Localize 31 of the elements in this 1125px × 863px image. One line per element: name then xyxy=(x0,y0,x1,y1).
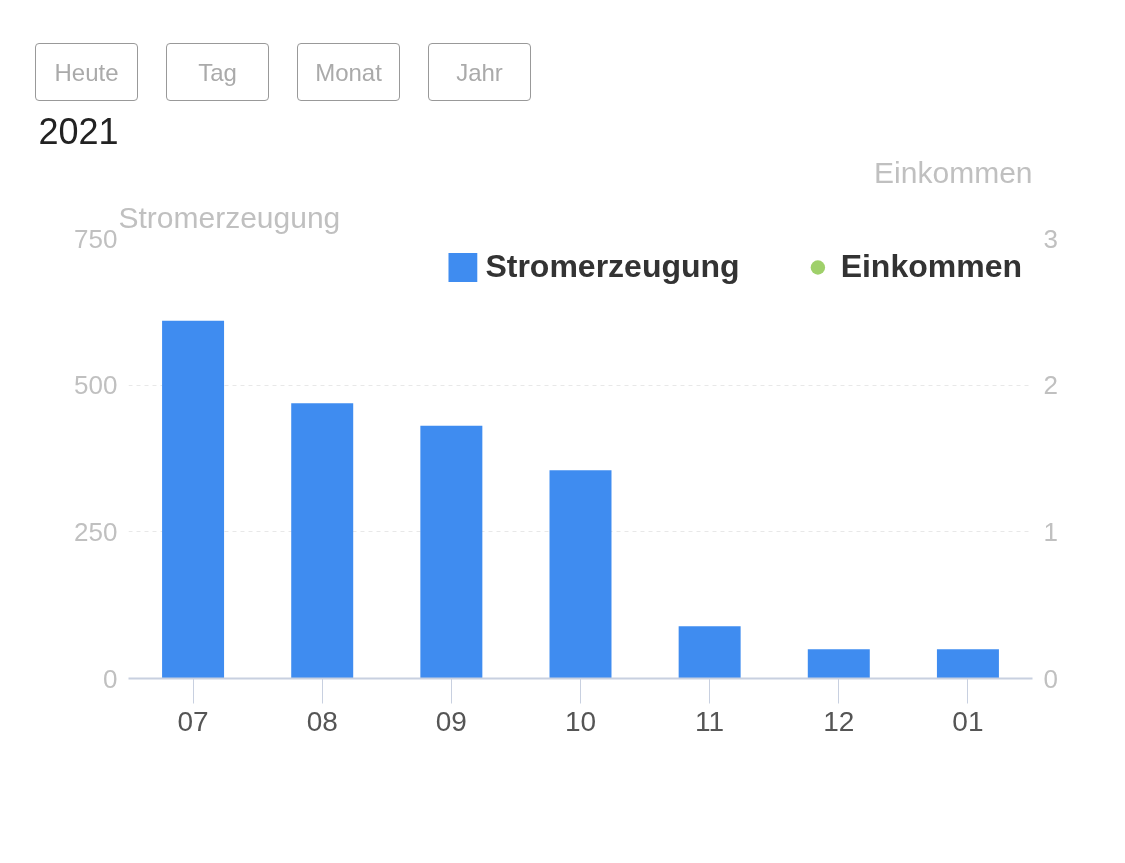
y-tick-label: 0 xyxy=(103,663,118,694)
legend-label: Einkommen xyxy=(840,248,1022,285)
x-tick-label: 08 xyxy=(306,705,338,737)
bar xyxy=(678,626,741,679)
y2-tick-label: 2 xyxy=(1043,370,1058,401)
y-tick-label: 750 xyxy=(74,223,118,254)
text: Jahr xyxy=(428,43,531,101)
x-tick-label: 01 xyxy=(952,705,984,737)
bar xyxy=(291,403,354,679)
text: Heute xyxy=(35,43,138,101)
bar xyxy=(162,320,225,679)
text: Monat xyxy=(297,43,400,101)
x-tick-label: 07 xyxy=(177,705,209,737)
legend-label: Stromerzeugung xyxy=(485,248,740,285)
y-axis-title: Stromerzeugung xyxy=(118,200,341,234)
x-tick-label: 11 xyxy=(695,705,725,737)
x-tick-label: 12 xyxy=(823,705,855,737)
y-tick-label: 250 xyxy=(74,516,118,547)
chart-title: 2021 xyxy=(38,110,119,152)
x-tick-label: 09 xyxy=(435,705,467,737)
y2-tick-label: 0 xyxy=(1043,663,1058,694)
y2-axis-title: Einkommen xyxy=(874,155,1033,189)
y2-tick-label: 3 xyxy=(1043,223,1058,254)
bar xyxy=(807,649,870,679)
y2-tick-label: 1 xyxy=(1043,516,1058,547)
y-tick-label: 500 xyxy=(74,370,118,401)
bar xyxy=(549,470,612,679)
x-tick-label: 10 xyxy=(564,705,597,737)
text: Tag xyxy=(166,43,269,101)
bar xyxy=(936,649,999,679)
bar xyxy=(420,425,483,679)
